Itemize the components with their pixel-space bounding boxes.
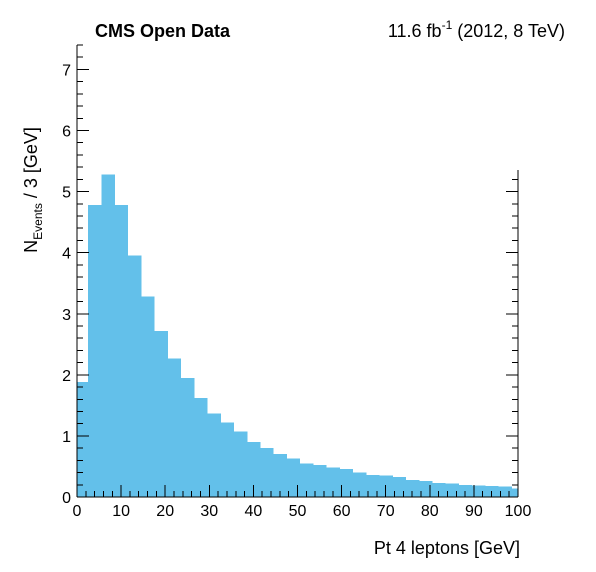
histogram-bar bbox=[88, 205, 102, 498]
histogram-bar bbox=[260, 448, 274, 497]
x-tick-label: 60 bbox=[333, 503, 351, 520]
histogram-bar bbox=[498, 486, 512, 497]
histogram-bar bbox=[326, 467, 340, 497]
histogram-bar bbox=[432, 482, 446, 497]
y-axis-title-main: N bbox=[21, 240, 41, 253]
x-tick-label: 10 bbox=[112, 503, 130, 520]
y-tick-label: 3 bbox=[62, 307, 71, 324]
x-axis-ticks: 0 10 20 30 40 50 60 70 80 90 100 bbox=[73, 485, 532, 520]
histogram-bar bbox=[458, 484, 473, 497]
y-axis-title: NEvents / 3 [GeV] bbox=[21, 127, 45, 253]
histogram-bar bbox=[127, 255, 142, 497]
histogram-bars bbox=[77, 174, 519, 498]
x-tick-label: 100 bbox=[505, 503, 532, 520]
y-tick-label: 1 bbox=[62, 429, 71, 446]
histogram-bar bbox=[140, 296, 155, 497]
y-tick-label: 4 bbox=[62, 246, 71, 263]
luminosity-value: 11.6 fb bbox=[388, 21, 442, 41]
histogram-bar bbox=[167, 358, 182, 497]
histogram-bar bbox=[220, 422, 235, 497]
y-tick-label: 7 bbox=[62, 62, 71, 79]
y-tick-label: 6 bbox=[62, 124, 71, 141]
histogram-bar bbox=[392, 476, 407, 497]
histogram-bar bbox=[312, 465, 327, 497]
luminosity-unit-exponent: -1 bbox=[442, 18, 453, 32]
histogram-bar bbox=[114, 205, 129, 498]
histogram-bar bbox=[365, 475, 380, 497]
histogram-bar bbox=[273, 454, 287, 497]
y-tick-label: 2 bbox=[62, 368, 71, 385]
run-info: (2012, 8 TeV) bbox=[452, 21, 565, 41]
y-tick-label: 0 bbox=[62, 490, 71, 507]
chart-title-experiment: CMS Open Data bbox=[95, 21, 231, 41]
histogram-bar bbox=[299, 463, 314, 497]
y-axis-title-units: / 3 [GeV] bbox=[21, 127, 41, 203]
x-tick-label: 70 bbox=[377, 503, 395, 520]
x-tick-label: 80 bbox=[421, 503, 439, 520]
x-tick-label: 0 bbox=[73, 503, 82, 520]
histogram-bar bbox=[405, 479, 420, 497]
x-axis-title: Pt 4 leptons [GeV] bbox=[374, 538, 520, 558]
histogram-bar bbox=[471, 485, 486, 497]
y-axis-title-subscript: Events bbox=[31, 203, 45, 240]
y-axis-ticks: 0 1 2 3 4 5 6 7 bbox=[62, 44, 518, 507]
histogram-bar bbox=[77, 382, 89, 497]
chart-title-luminosity: 11.6 fb-1 (2012, 8 TeV) bbox=[388, 18, 565, 41]
histogram-bar bbox=[246, 442, 261, 497]
x-tick-label: 40 bbox=[245, 503, 263, 520]
histogram-bar bbox=[286, 458, 301, 497]
x-tick-label: 50 bbox=[289, 503, 307, 520]
x-tick-label: 30 bbox=[200, 503, 218, 520]
x-tick-label: 90 bbox=[465, 503, 483, 520]
histogram-bar bbox=[193, 398, 208, 497]
histogram-bar bbox=[418, 481, 433, 497]
y-tick-label: 5 bbox=[62, 185, 71, 202]
x-tick-label: 20 bbox=[156, 503, 174, 520]
histogram-bar bbox=[352, 472, 367, 497]
histogram-bar bbox=[180, 377, 195, 497]
histogram-bar bbox=[207, 413, 221, 497]
histogram-bar bbox=[154, 330, 168, 497]
histogram-bar bbox=[511, 488, 519, 497]
histogram-bar bbox=[445, 483, 459, 497]
histogram-bar bbox=[101, 174, 115, 498]
histogram-bar bbox=[233, 431, 248, 497]
histogram-bar bbox=[339, 468, 354, 497]
